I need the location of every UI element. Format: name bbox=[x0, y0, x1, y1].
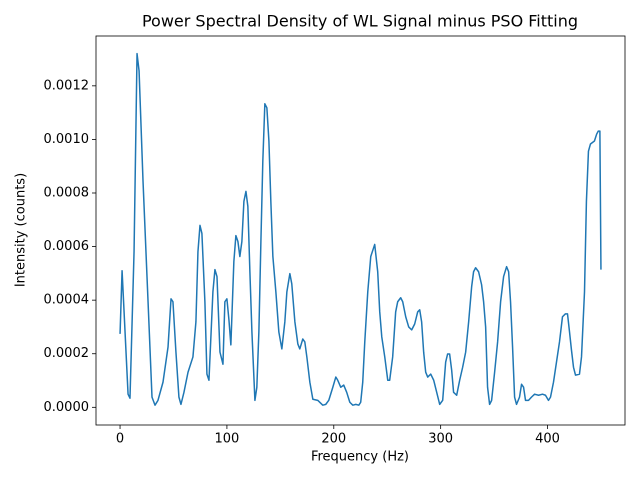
x-tick-label: 0 bbox=[116, 432, 124, 447]
chart-title: Power Spectral Density of WL Signal minu… bbox=[142, 12, 578, 31]
x-tick-label: 400 bbox=[535, 432, 560, 447]
plot-frame bbox=[95, 35, 626, 426]
y-tick-label: 0.0012 bbox=[44, 78, 90, 93]
y-tick-label: 0.0010 bbox=[44, 132, 90, 147]
x-tick-label: 300 bbox=[428, 432, 453, 447]
x-axis-label: Frequency (Hz) bbox=[311, 450, 409, 465]
data-line bbox=[119, 52, 602, 406]
y-tick-label: 0.0002 bbox=[44, 346, 90, 361]
y-tick-label: 0.0000 bbox=[44, 400, 90, 415]
x-tick-label: 100 bbox=[215, 432, 240, 447]
y-tick-label: 0.0008 bbox=[44, 185, 90, 200]
x-tick-label: 200 bbox=[321, 432, 346, 447]
y-tick-label: 0.0004 bbox=[44, 293, 90, 308]
y-tick-label: 0.0006 bbox=[44, 239, 90, 254]
y-axis-label: Intensity (counts) bbox=[14, 173, 29, 287]
